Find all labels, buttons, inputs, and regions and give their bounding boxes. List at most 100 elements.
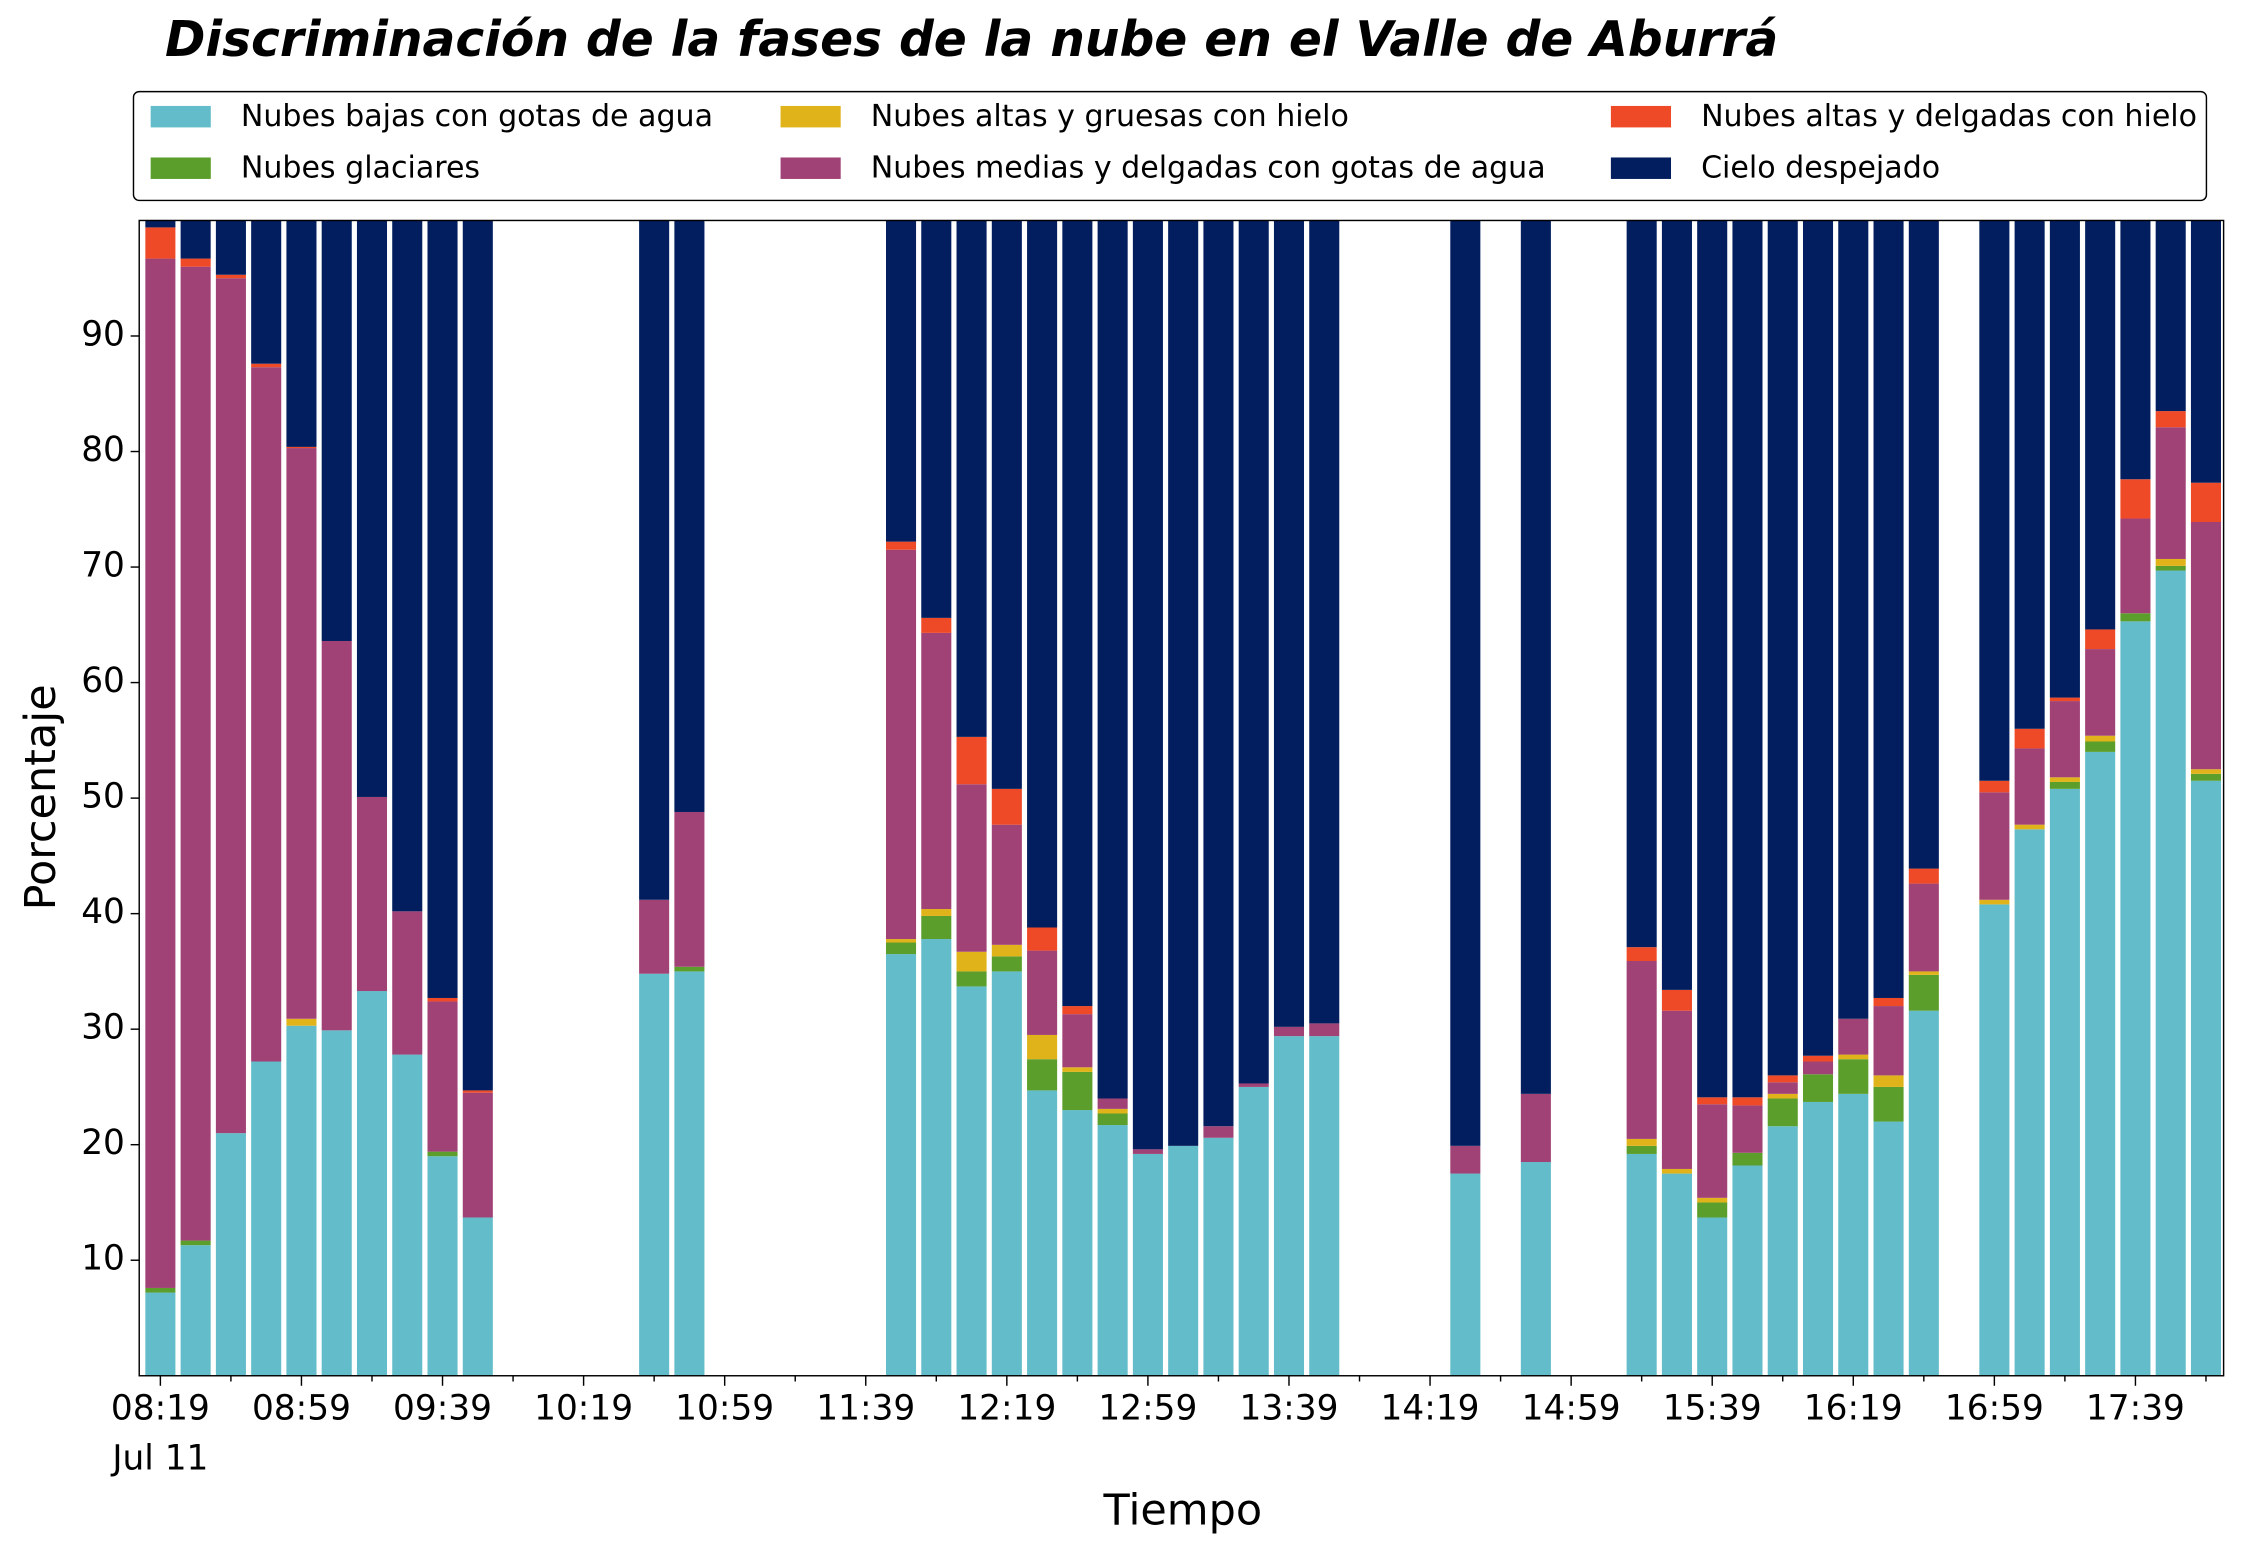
x-tick-label: 08:59 <box>252 1389 351 1429</box>
bar-segment <box>215 1133 246 1376</box>
bar-segment <box>427 1151 458 1157</box>
bar-segment <box>180 220 211 259</box>
bar-segment <box>2049 701 2080 778</box>
bar-segment <box>1767 1075 1798 1083</box>
bar-segment <box>1838 1059 1869 1094</box>
bar-segment <box>321 1030 352 1376</box>
bar-segment <box>286 446 317 449</box>
y-axis-label: Porcentaje <box>16 684 66 910</box>
bar-segment <box>921 220 952 618</box>
bar-segment <box>2120 621 2151 1376</box>
legend-label: Nubes bajas con gotas de agua <box>241 99 713 134</box>
bar-segment <box>2155 411 2186 428</box>
bar-segment <box>991 956 1022 972</box>
bar-segment <box>2049 788 2080 1376</box>
bar-segment <box>462 1092 493 1218</box>
bar-segment <box>1802 1061 1834 1075</box>
legend-swatch <box>150 105 211 128</box>
bar-segment <box>1027 220 1058 928</box>
bar-segment <box>215 274 246 279</box>
bar-segment <box>1908 1010 1939 1376</box>
bar-segment <box>2190 769 2222 774</box>
legend-box <box>132 90 2208 202</box>
bar-segment <box>1979 904 2010 1376</box>
bar-segment <box>1697 1104 1728 1198</box>
bar-segment <box>1168 1145 1199 1376</box>
bar-segment <box>2014 748 2045 825</box>
bar-segment <box>1802 1101 1834 1376</box>
bar-segment <box>885 954 917 1376</box>
x-date-label: Jul 11 <box>110 1439 208 1479</box>
bar-segment <box>180 1240 211 1246</box>
legend-swatch <box>1610 157 1672 179</box>
x-tick-label: 10:19 <box>534 1389 633 1429</box>
bar-segment <box>286 448 317 1019</box>
bar-segment <box>1661 1173 1692 1376</box>
y-tick-label: 90 <box>81 314 125 354</box>
bar-segment <box>1097 1108 1128 1114</box>
bar-segment <box>991 971 1022 1376</box>
bar-segment <box>286 220 317 447</box>
bar-segment <box>1062 1006 1093 1015</box>
legend-swatch <box>1610 105 1672 128</box>
bar-segment <box>1767 1098 1798 1127</box>
bar-segment <box>1273 220 1305 1027</box>
bar-segment <box>1062 1071 1093 1111</box>
bar-segment <box>1767 220 1798 1076</box>
bar-segment <box>2190 482 2222 522</box>
bar-segment <box>1732 220 1763 1098</box>
bar-segment <box>1838 1093 1869 1376</box>
bar-segment <box>2190 780 2222 1376</box>
bar-segment <box>1027 927 1058 951</box>
bar-segment <box>1062 1110 1093 1376</box>
bar-segment <box>356 796 388 992</box>
bar-segment <box>2155 565 2186 571</box>
bar-segment <box>2155 558 2186 566</box>
bar-segment <box>674 220 705 812</box>
bar-segment <box>2120 613 2151 622</box>
bar-segment <box>956 971 987 987</box>
bar-segment <box>1203 1126 1234 1138</box>
bar-segment <box>2014 829 2045 1376</box>
bar-segment <box>1097 220 1128 1099</box>
bar-segment <box>2190 521 2222 770</box>
bar-segment <box>427 1156 458 1376</box>
bar-segment <box>1132 220 1163 1150</box>
bar-segment <box>180 266 211 1241</box>
x-tick-label: 08:19 <box>111 1389 210 1429</box>
bar-segment <box>1238 1086 1269 1376</box>
bar-segment <box>921 909 952 916</box>
bar-segment <box>1908 220 1939 869</box>
legend-label: Nubes altas y delgadas con hielo <box>1701 99 2197 134</box>
bar-segment <box>1273 1036 1305 1376</box>
bar-segment <box>1168 220 1199 1146</box>
bar-segment <box>286 1025 317 1376</box>
bar-segment <box>2014 728 2045 749</box>
bar-segment <box>286 1018 317 1026</box>
bar-segment <box>1520 1093 1551 1163</box>
bar-segment <box>1873 1006 1904 1076</box>
bar-segment <box>1450 1145 1481 1174</box>
bar-segment <box>2120 220 2151 480</box>
bar-segment <box>1626 961 1657 1139</box>
bar-segment <box>2049 697 2080 702</box>
bar-segment <box>1732 1165 1763 1376</box>
bar-segment <box>1979 780 2010 793</box>
bar-segment <box>639 973 670 1376</box>
bar-segment <box>1027 1059 1058 1091</box>
bar-segment <box>462 220 493 1091</box>
bar-segment <box>1661 220 1692 990</box>
bar-segment <box>2190 773 2222 781</box>
bar-segment <box>1979 792 2010 900</box>
bar-segment <box>1027 950 1058 1035</box>
bar-segment <box>1309 1023 1340 1037</box>
bar-segment <box>2085 220 2116 630</box>
y-tick-label: 30 <box>81 1008 125 1048</box>
legend-swatch <box>150 157 211 179</box>
bar-segment <box>2085 629 2116 650</box>
bar-segment <box>1873 1086 1904 1122</box>
bar-segment <box>251 1061 282 1376</box>
bar-segment <box>2049 777 2080 782</box>
bar-segment <box>956 220 987 737</box>
